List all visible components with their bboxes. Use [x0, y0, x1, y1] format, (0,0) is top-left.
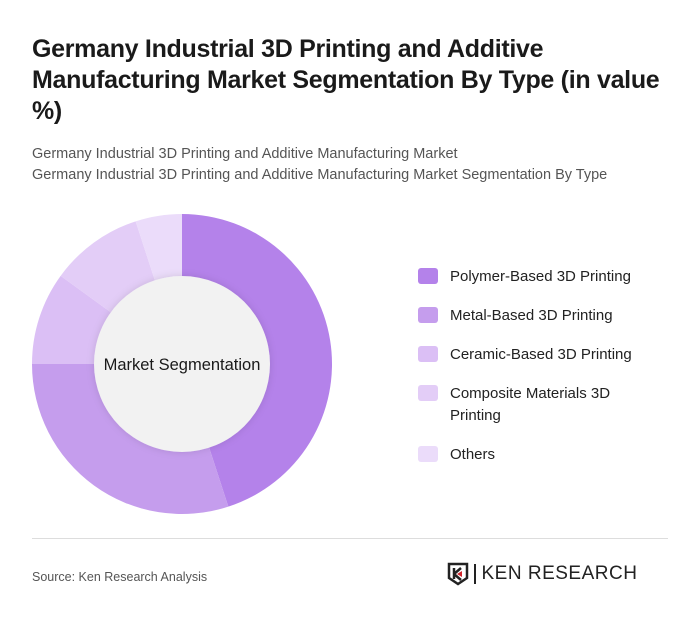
legend-swatch: [418, 346, 438, 362]
ken-research-logo: KEN RESEARCH: [447, 562, 637, 586]
legend-swatch: [418, 385, 438, 401]
source-note: Source: Ken Research Analysis: [32, 570, 208, 584]
legend: Polymer-Based 3D Printing Metal-Based 3D …: [418, 266, 650, 483]
subtitle-segmentation: Germany Industrial 3D Printing and Addit…: [32, 167, 608, 183]
subtitle-market: Germany Industrial 3D Printing and Addit…: [32, 146, 458, 162]
chart-title: Germany Industrial 3D Printing and Addit…: [32, 35, 660, 125]
legend-label: Polymer-Based 3D Printing: [450, 268, 631, 285]
donut-slice-ceramic-based-3d-printing[interactable]: [32, 275, 118, 364]
legend-item[interactable]: Metal-Based 3D Printing: [418, 305, 650, 327]
legend-swatch: [418, 446, 438, 462]
donut-center: [94, 276, 270, 452]
legend-label: Ceramic-Based 3D Printing: [450, 346, 632, 363]
donut-slice-metal-based-3d-printing[interactable]: [32, 364, 229, 514]
legend-item[interactable]: Others: [418, 444, 650, 466]
donut-slice-others[interactable]: [135, 214, 182, 288]
legend-item[interactable]: Composite Materials 3D Printing: [418, 383, 650, 427]
legend-label: Others: [450, 446, 496, 463]
logo-shield-icon: [447, 562, 469, 586]
legend-swatch: [418, 268, 438, 284]
divider: [32, 538, 668, 539]
center-label: Market Segmentation: [104, 356, 261, 374]
logo-text: KEN RESEARCH: [481, 563, 638, 584]
legend-label: Metal-Based 3D Printing: [450, 307, 613, 324]
legend-item[interactable]: Polymer-Based 3D Printing: [418, 266, 650, 288]
legend-item[interactable]: Ceramic-Based 3D Printing: [418, 344, 650, 366]
legend-swatch: [418, 307, 438, 323]
legend-label: Composite Materials 3D Printing: [450, 385, 611, 424]
